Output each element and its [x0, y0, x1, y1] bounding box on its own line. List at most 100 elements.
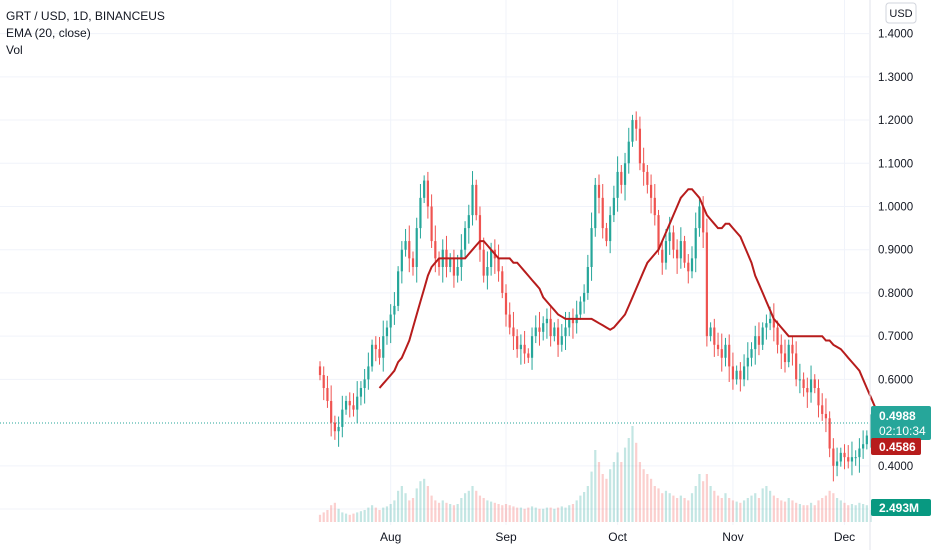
- volume-bar: [504, 504, 508, 522]
- volume-bar: [742, 500, 746, 522]
- candle: [795, 341, 798, 387]
- candle: [359, 381, 363, 406]
- candle: [579, 296, 582, 320]
- volume-bar: [843, 502, 846, 522]
- volume-bar: [858, 502, 861, 522]
- volume-bar: [389, 504, 392, 522]
- candle: [501, 266, 504, 299]
- time-axis[interactable]: AugSepOctNovDec2022Feb: [380, 530, 932, 544]
- candle: [850, 441, 854, 476]
- volume-bar: [769, 490, 772, 522]
- volume-bar: [802, 505, 805, 522]
- candle: [847, 445, 850, 469]
- time-tick-label: Oct: [608, 530, 627, 544]
- candle: [408, 225, 411, 273]
- candle: [661, 241, 664, 275]
- candle: [423, 175, 426, 204]
- candle: [616, 156, 619, 212]
- volume-bar: [463, 493, 467, 522]
- volume-bar: [750, 495, 753, 522]
- candle: [437, 251, 441, 276]
- candle: [646, 165, 649, 194]
- candle: [746, 342, 749, 381]
- volume-bar: [783, 501, 787, 522]
- volume-bar: [694, 486, 697, 522]
- volume-bar: [471, 486, 474, 522]
- candle: [419, 184, 422, 239]
- volume-bar: [839, 500, 842, 522]
- volume-legend[interactable]: Vol: [6, 43, 23, 57]
- volume-bar: [478, 495, 482, 522]
- volume-bar: [850, 504, 854, 522]
- candle: [430, 194, 433, 248]
- volume-bar: [564, 507, 567, 522]
- candle: [445, 235, 448, 278]
- ema-price-label: 0.4586: [871, 438, 921, 455]
- candle: [817, 379, 820, 418]
- volume-bar: [635, 442, 638, 522]
- volume-bar: [385, 506, 389, 522]
- candle: [333, 415, 336, 440]
- volume-bar: [772, 495, 775, 522]
- volume-value: 2.493M: [879, 501, 919, 515]
- candle: [411, 251, 415, 276]
- candle: [798, 363, 801, 394]
- volume-bar: [597, 462, 601, 522]
- currency-label: USD: [889, 8, 912, 20]
- candle: [370, 339, 374, 372]
- candle: [393, 292, 396, 325]
- candle: [497, 244, 500, 282]
- symbol-title[interactable]: GRT / USD, 1D, BINANCEUS: [6, 9, 165, 23]
- candle: [404, 228, 407, 257]
- candle: [568, 311, 571, 337]
- volume-bar: [337, 508, 340, 522]
- volume-bar: [575, 500, 578, 522]
- volume-bar: [333, 502, 336, 522]
- price-tick-label: 0.6000: [878, 374, 913, 386]
- candle: [415, 217, 418, 283]
- volume-bar: [735, 501, 738, 522]
- price-tick-label: 0.9000: [878, 245, 913, 257]
- candle: [519, 334, 522, 365]
- volume-bar: [452, 505, 456, 522]
- volume-bar: [556, 507, 560, 522]
- candle: [687, 254, 690, 284]
- volume-bar: [716, 495, 720, 522]
- candle: [627, 127, 630, 174]
- volume-bar: [456, 504, 459, 522]
- price-axis[interactable]: 1.4000 1.3000 1.2000 1.1000 1.0000 0.9000 0.80…: [878, 29, 913, 516]
- price-tick-label: 0.4000: [878, 461, 913, 473]
- currency-badge[interactable]: USD: [885, 2, 917, 24]
- candle: [512, 311, 515, 350]
- volume-bar: [359, 511, 363, 522]
- candle: [772, 303, 775, 342]
- candle: [504, 284, 508, 327]
- volume-bar: [713, 490, 716, 522]
- volume-bar: [586, 486, 589, 522]
- volume-bar: [348, 514, 351, 522]
- ema-value: 0.4586: [879, 440, 916, 454]
- volume-bar: [709, 486, 712, 522]
- volume-bar: [568, 505, 571, 522]
- volume-bar: [806, 505, 809, 522]
- volume-bar: [605, 478, 608, 522]
- candle: [426, 171, 429, 219]
- candle: [609, 206, 612, 254]
- candle: [374, 336, 377, 362]
- candle: [571, 308, 575, 339]
- volume-bar: [560, 506, 563, 522]
- volume-bar: [367, 507, 370, 522]
- candle: [809, 365, 813, 403]
- volume-bar: [739, 502, 742, 522]
- candle: [839, 447, 842, 467]
- time-tick-label: Sep: [495, 530, 517, 544]
- candle: [750, 342, 753, 367]
- candle: [530, 327, 534, 370]
- volume-bar: [702, 481, 705, 522]
- volume-bar: [780, 500, 783, 522]
- ema-legend[interactable]: EMA (20, close): [6, 26, 91, 40]
- volume-bar: [679, 495, 682, 522]
- candle: [601, 184, 604, 239]
